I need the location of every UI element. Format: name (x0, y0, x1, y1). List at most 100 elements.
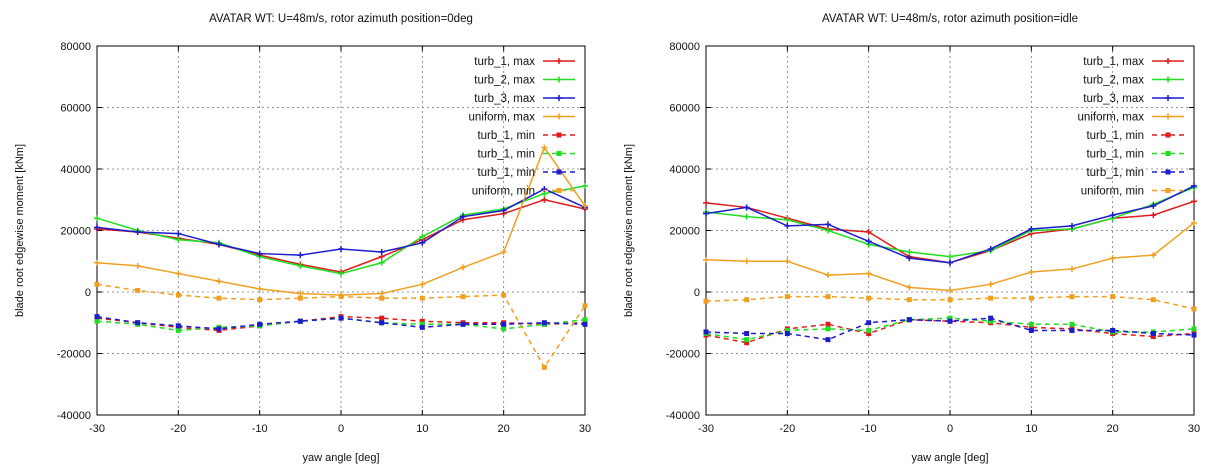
chart-0-legend-label-4: turb_1, min (477, 130, 535, 142)
chart-0-series-5-point-12 (582, 317, 588, 323)
chart-1-legend-label-5: turb_1, min (1086, 149, 1144, 161)
chart-0-series-2-point-8 (419, 239, 426, 246)
chart-0-series-7-point-5 (297, 295, 303, 301)
chart-1-series-2-point-6 (947, 259, 953, 266)
chart-0-xtick-label-2: -10 (252, 423, 268, 435)
chart-1-series-6-point-2 (784, 331, 790, 337)
chart-1-series-2-point-3 (825, 221, 831, 228)
chart-0-legend-marker-3 (556, 113, 562, 120)
chart-0-legend-label-3: uniform, max (469, 112, 536, 124)
chart-0-series-7-point-4 (257, 297, 263, 303)
chart-0-series-6-point-7 (379, 320, 385, 326)
chart-0-series-7-point-6 (338, 294, 344, 300)
chart-0-series-2-point-5 (297, 252, 304, 259)
chart-0-series-1-point-7 (378, 259, 385, 266)
chart-1-series-6-point-8 (1028, 327, 1034, 333)
chart-1-series-3-point-4 (865, 270, 872, 277)
chart-1-series-6-point-1 (744, 331, 750, 337)
chart-1-series-0-point-4 (865, 229, 872, 236)
chart-1-legend-label-3: uniform, max (1078, 112, 1145, 124)
chart-0-legend-label-5: turb_1, min (477, 149, 535, 161)
chart-1-series-2-point-11 (1150, 202, 1157, 209)
chart-1-legend-marker-0 (1165, 58, 1171, 64)
chart-0-series-1-point-2 (175, 236, 182, 243)
chart-1-series-2-point-8 (1028, 225, 1035, 232)
chart-0-series-3-point-1 (134, 262, 141, 269)
chart-0-series-5-point-2 (175, 327, 181, 333)
chart-1-series-5-point-9 (1069, 321, 1075, 327)
chart-1-series-3-point-6 (947, 287, 953, 294)
chart-1-legend-marker-2 (1165, 95, 1171, 101)
chart-0-series-2-point-0 (94, 224, 100, 231)
chart-1-series-7-point-3 (825, 294, 831, 300)
chart-0-series-7-point-12 (582, 303, 588, 309)
chart-1-legend-marker-4 (1165, 132, 1171, 138)
chart-0-series-7-point-2 (175, 292, 181, 298)
chart-0-ylabel: blade root edgewise moment [kNm] (14, 144, 26, 317)
chart-1-series-6-point-4 (866, 320, 872, 326)
chart-0-legend-marker-2 (556, 95, 562, 101)
chart-1-series-1-point-5 (906, 249, 913, 256)
chart-0-series-0-point-11 (541, 196, 548, 203)
chart-0-series-3-point-10 (500, 249, 507, 256)
chart-0-series-3-point-3 (216, 278, 222, 285)
chart-0-series-3-point-9 (460, 264, 466, 271)
chart-1-legend-label-7: uniform, min (1081, 186, 1144, 198)
chart-1-series-2-point-4 (865, 238, 872, 245)
chart-1-series-6-point-5 (906, 317, 912, 323)
chart-1-legend-label-1: turb_2, max (1083, 75, 1144, 87)
chart-0-series-2-point-9 (460, 213, 466, 220)
chart-0-series-2-point-7 (378, 249, 385, 256)
chart-1-series-2-point-10 (1109, 212, 1116, 219)
chart-1-series-2-point-2 (784, 222, 791, 229)
chart-1-series-5-point-3 (825, 326, 831, 332)
chart-1-series-3-point-2 (784, 258, 791, 265)
chart-1-legend-label-6: turb_1, min (1086, 167, 1144, 179)
chart-1-series-7-point-9 (1069, 294, 1075, 300)
chart-0-ytick-label-4: 40000 (60, 164, 91, 176)
chart-0-legend-marker-0 (556, 58, 562, 64)
chart-1-series-3-point-9 (1069, 265, 1075, 272)
chart-1-series-5-point-6 (947, 315, 953, 321)
chart-1-xtick-label-0: -30 (698, 423, 714, 435)
chart-1-series-1-point-2 (784, 216, 791, 223)
chart-0-series-5-point-0 (94, 318, 100, 324)
chart-0-series-2-point-10 (500, 207, 507, 214)
chart-0-series-6-point-8 (419, 324, 425, 330)
chart-1-series-7-point-1 (744, 297, 750, 303)
chart-0-series-3-point-0 (94, 259, 100, 266)
chart-0-xtick-label-5: 20 (498, 423, 510, 435)
chart-panel-left: AVATAR WT: U=48m/s, rotor azimuth positi… (0, 0, 608, 470)
chart-0-series-1-point-5 (297, 262, 304, 269)
chart-right: AVATAR WT: U=48m/s, rotor azimuth positi… (623, 13, 1200, 464)
chart-0-xtick-label-0: -30 (89, 423, 105, 435)
chart-1-legend-marker-5 (1165, 151, 1171, 156)
chart-0-series-6-point-6 (338, 315, 344, 321)
chart-1-series-2-point-9 (1069, 222, 1075, 229)
chart-1-legend-marker-3 (1165, 113, 1171, 120)
chart-0-series-3-point-7 (378, 290, 385, 297)
chart-1-series-7-point-7 (988, 295, 994, 301)
chart-1-series-3-point-0 (703, 256, 709, 263)
chart-0-series-5-point-8 (419, 321, 425, 327)
chart-1-series-5-point-4 (866, 327, 872, 333)
chart-0-series-1-point-12 (582, 182, 588, 189)
chart-1-series-6-point-11 (1150, 331, 1156, 337)
chart-0-series-7-point-7 (379, 295, 385, 301)
chart-1-series-3-point-1 (743, 258, 750, 265)
chart-1-xtick-label-1: -20 (779, 423, 795, 435)
chart-0-series-4-point-7 (379, 315, 385, 321)
chart-0-series-6-point-10 (501, 321, 507, 327)
chart-0-xtick-label-1: -20 (170, 423, 186, 435)
chart-1-series-4-point-1 (744, 340, 750, 346)
chart-1-series-7-point-8 (1028, 295, 1034, 301)
chart-0-legend-label-7: uniform, min (472, 186, 535, 198)
chart-0-ytick-label-1: -20000 (57, 349, 91, 361)
chart-0-xtick-label-3: 0 (338, 423, 344, 435)
chart-1-series-7-point-11 (1150, 297, 1156, 303)
chart-1-series-7-point-4 (866, 295, 872, 301)
chart-0-series-6-point-12 (582, 321, 588, 327)
chart-1-series-0-point-11 (1150, 212, 1157, 219)
chart-0-series-2-point-3 (216, 241, 222, 248)
chart-1-series-6-point-9 (1069, 327, 1075, 333)
